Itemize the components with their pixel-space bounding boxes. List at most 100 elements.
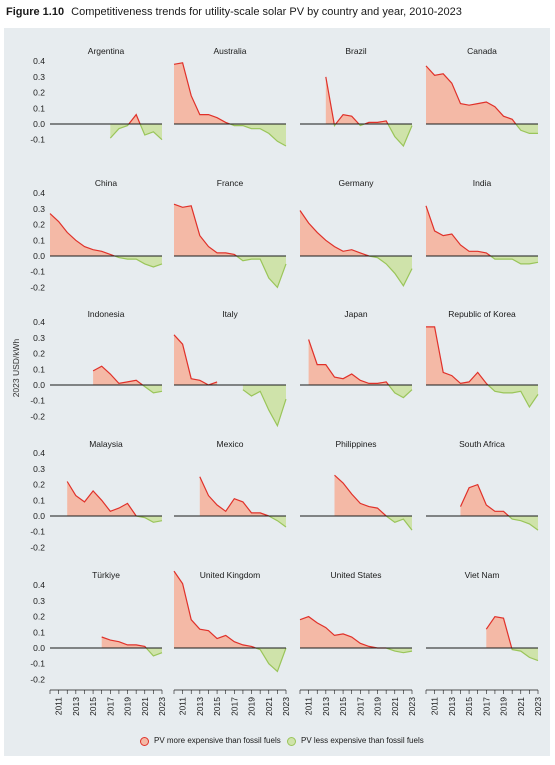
country-panel: Italy (173, 309, 287, 428)
panel-title: Indonesia (88, 309, 125, 319)
series-area (242, 385, 286, 426)
series-line (229, 123, 287, 147)
panel-title: United Kingdom (200, 570, 260, 580)
y-tick-label: 0.4 (33, 56, 45, 66)
series-line (139, 123, 163, 141)
panel-title: France (217, 178, 244, 188)
series-area (230, 124, 286, 146)
panel-title: Türkiye (92, 570, 120, 580)
y-tick-label: 0.3 (33, 464, 45, 474)
y-tick-label: 0.4 (33, 317, 45, 327)
panel-title: Mexico (217, 439, 244, 449)
figure-title: Figure 1.10 Competitiveness trends for u… (6, 5, 462, 19)
series-line (268, 515, 287, 528)
panel-title: Italy (222, 309, 238, 319)
country-panel: United States (299, 570, 413, 654)
x-tick-label: 2021 (140, 697, 150, 716)
series-line (490, 255, 539, 265)
country-panel: Brazil (300, 46, 413, 148)
series-area (300, 616, 387, 648)
y-tick-label: 0.3 (33, 72, 45, 82)
country-panel: Australia (173, 46, 287, 147)
country-panel: France (173, 178, 287, 289)
x-tick-label: 2017 (481, 697, 491, 716)
country-panel: Japan (300, 309, 413, 399)
y-axis-label: 2023 USD/kWh (11, 338, 21, 397)
series-area (50, 213, 115, 256)
x-tick-label: 2019 (247, 697, 257, 716)
series-line (173, 62, 231, 125)
x-tick-label: 2011 (178, 697, 188, 716)
x-tick-label: 2017 (105, 697, 115, 716)
panel-title: Australia (213, 46, 246, 56)
series-area (236, 256, 286, 288)
series-line (364, 120, 389, 125)
legend-item-pv-less-expensive: PV less expensive than fossil fuels (287, 734, 424, 748)
y-tick-label: -0.2 (30, 282, 45, 292)
series-line (173, 570, 257, 649)
panel-title: South Africa (459, 439, 505, 449)
series-line (425, 65, 517, 125)
series-line (49, 213, 115, 257)
series-area (174, 571, 256, 648)
panel-title: Viet Nam (465, 570, 500, 580)
series-line (173, 334, 218, 386)
series-area (387, 124, 412, 146)
series-line (236, 255, 287, 289)
country-panel: Republic of Korea (426, 309, 539, 409)
panel-title: China (95, 178, 117, 188)
series-line (334, 474, 387, 517)
panel-title: Malaysia (89, 439, 123, 449)
series-line (145, 647, 163, 657)
series-area (460, 484, 509, 516)
y-tick-label: 0.0 (33, 251, 45, 261)
y-tick-label: 0.1 (33, 235, 45, 245)
series-line (308, 339, 390, 386)
y-tick-label: 0.0 (33, 119, 45, 129)
y-tick-label: 0.1 (33, 364, 45, 374)
country-panel: Türkiye (50, 570, 163, 657)
series-line (333, 123, 337, 128)
panel-title: Brazil (345, 46, 366, 56)
series-line (515, 123, 538, 134)
figure-number: Figure 1.10 (6, 6, 65, 18)
country-panel: India (425, 178, 539, 265)
series-area (142, 385, 162, 393)
series-line (136, 515, 163, 523)
x-tick-label: 2011 (54, 697, 64, 716)
x-tick-label: 2023 (533, 697, 543, 716)
y-tick-label: 0.1 (33, 495, 45, 505)
panel-title: Germany (339, 178, 375, 188)
series-line (335, 113, 360, 125)
series-line (92, 365, 143, 386)
series-area (146, 648, 162, 656)
country-panel: Mexico (174, 439, 287, 528)
series-area (110, 124, 129, 139)
y-tick-label: 0.2 (33, 349, 45, 359)
country-panel: Malaysia (50, 439, 163, 523)
series-line (388, 384, 413, 399)
country-panel: Philippines (300, 439, 413, 531)
series-area (67, 481, 137, 516)
y-tick-label: 0.3 (33, 204, 45, 214)
series-line (142, 384, 163, 394)
country-panel: South Africa (426, 439, 539, 531)
x-tick-label: 2015 (212, 697, 222, 716)
y-tick-label: -0.1 (30, 527, 45, 537)
x-tick-label: 2011 (430, 697, 440, 716)
panel-title: Japan (344, 309, 367, 319)
x-tick-label: 2023 (281, 697, 291, 716)
series-line (485, 615, 513, 649)
series-line (299, 210, 370, 257)
y-tick-label: -0.1 (30, 267, 45, 277)
y-tick-label: -0.1 (30, 659, 45, 669)
series-area (93, 366, 143, 385)
series-line (199, 476, 270, 517)
series-area (101, 637, 147, 648)
series-area (511, 648, 538, 661)
series-area (174, 204, 237, 256)
country-panel: Canada (425, 46, 538, 134)
series-line (242, 389, 287, 428)
panel-title: Philippines (335, 439, 376, 449)
panel-title: India (473, 178, 492, 188)
